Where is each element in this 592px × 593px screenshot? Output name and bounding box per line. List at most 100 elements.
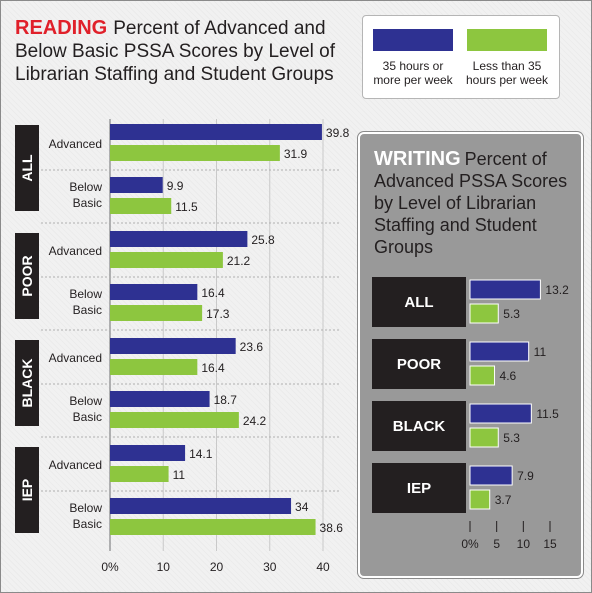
bar-less-than-35 <box>110 252 223 268</box>
x-tick-label: 10 <box>157 560 171 574</box>
group-label-block <box>15 233 39 319</box>
group-label: BLACK <box>393 418 446 435</box>
group-label: POOR <box>397 356 441 373</box>
group-label-block <box>372 463 466 513</box>
bar-35-or-more <box>469 341 530 362</box>
bar-value-label: 4.6 <box>500 369 517 383</box>
bar-35-or-more <box>110 124 322 140</box>
row-label-line1: Below <box>69 394 102 408</box>
group-label: IEP <box>407 480 431 497</box>
reading-title-text: Percent of Advanced and Below Basic PSSA… <box>15 18 335 85</box>
bar-35-or-more <box>110 231 248 247</box>
bar-value-label: 25.8 <box>251 233 275 247</box>
row-label-line2: Basic <box>73 410 102 424</box>
bar-35-or-more <box>469 279 541 300</box>
legend-label-line2: more per week <box>373 73 453 87</box>
bar-value-label: 14.1 <box>189 447 213 461</box>
x-tick-label: 10 <box>517 537 531 551</box>
writing-bar-chart: ALL 13.2 5.3 POOR 11 4.6 BLACK 11.5 5.3 IEP 7.9 3.7… <box>372 277 569 551</box>
bar-35-or-more <box>469 465 513 486</box>
writing-chart-title: WRITING Percent of Advanced PSSA Scores b… <box>374 148 574 258</box>
group-label-block <box>372 339 466 389</box>
x-tick-label: 40 <box>316 560 330 574</box>
reading-word: READING <box>15 17 108 39</box>
x-tick-label: 20 <box>210 560 224 574</box>
bar-35-or-more <box>110 445 186 461</box>
bar-value-label: 9.9 <box>167 179 184 193</box>
group-label-block <box>372 277 466 327</box>
legend-label-line1: 35 hours or <box>382 59 444 73</box>
legend: 35 hours or more per week Less than 35 h… <box>362 15 560 99</box>
legend-label-line1: Less than 35 <box>472 59 542 73</box>
bar-35-or-more <box>110 338 236 354</box>
group-label: ALL <box>19 154 35 182</box>
legend-swatch-green <box>467 29 547 51</box>
row-label-line2: Basic <box>73 303 102 317</box>
bar-35-or-more <box>110 498 292 514</box>
legend-item-less-than-35: Less than 35 hours per week <box>465 29 549 87</box>
bar-value-label: 18.7 <box>214 393 238 407</box>
bar-value-label: 7.9 <box>517 469 534 483</box>
group-label: IEP <box>19 479 35 502</box>
bar-value-label: 21.2 <box>227 254 251 268</box>
bar-value-label: 5.3 <box>503 307 520 321</box>
bar-value-label: 13.2 <box>545 283 569 297</box>
row-label: Advanced <box>49 137 102 151</box>
legend-label-line2: hours per week <box>465 73 549 87</box>
bar-35-or-more <box>110 391 210 407</box>
bar-value-label: 16.4 <box>201 286 225 300</box>
row-label-line1: Below <box>69 287 102 301</box>
writing-title-text: Percent of Advanced PSSA Scores by Level… <box>374 149 568 257</box>
legend-swatch-navy <box>373 29 453 51</box>
reading-chart-title: READING Percent of Advanced and Below Bas… <box>15 17 360 86</box>
bar-less-than-35 <box>110 519 316 535</box>
row-label-line1: Below <box>69 180 102 194</box>
bar-value-label: 31.9 <box>284 147 308 161</box>
bar-less-than-35 <box>110 359 198 375</box>
row-label: Advanced <box>49 458 102 472</box>
row-label: Advanced <box>49 244 102 258</box>
group-label-block <box>372 401 466 451</box>
group-label-block <box>15 125 39 211</box>
writing-panel: WRITING Percent of Advanced PSSA Scores b… <box>358 132 583 578</box>
row-label: Advanced <box>49 351 102 365</box>
bar-less-than-35 <box>110 198 172 214</box>
x-tick-label: 0% <box>101 560 119 574</box>
bar-value-label: 3.7 <box>495 493 512 507</box>
bar-value-label: 34 <box>295 500 309 514</box>
bar-less-than-35 <box>110 412 239 428</box>
bar-value-label: 24.2 <box>243 414 267 428</box>
bar-value-label: 11.5 <box>536 407 559 421</box>
group-label: POOR <box>19 255 35 296</box>
bar-value-label: 17.3 <box>206 307 230 321</box>
bar-value-label: 38.6 <box>320 521 344 535</box>
x-tick-label: 30 <box>263 560 277 574</box>
row-label-line2: Basic <box>73 517 102 531</box>
bar-value-label: 23.6 <box>240 340 264 354</box>
x-tick-label: 5 <box>493 537 500 551</box>
bar-35-or-more <box>110 177 163 193</box>
row-label-line1: Below <box>69 501 102 515</box>
bar-value-label: 39.8 <box>326 126 350 140</box>
bar-value-label: 11 <box>173 468 186 482</box>
row-label-line2: Basic <box>73 196 102 210</box>
bar-less-than-35 <box>469 303 499 324</box>
bar-less-than-35 <box>469 427 499 448</box>
group-label-block <box>15 340 39 426</box>
legend-item-35-or-more: 35 hours or more per week <box>371 29 455 87</box>
bar-value-label: 16.4 <box>201 361 225 375</box>
x-tick-label: 15 <box>543 537 557 551</box>
bar-less-than-35 <box>110 145 280 161</box>
group-label-block <box>15 447 39 533</box>
group-label: ALL <box>404 294 433 311</box>
group-label: BLACK <box>19 359 35 408</box>
bar-value-label: 11 <box>534 345 547 359</box>
x-tick-label: 0% <box>461 537 479 551</box>
bar-value-label: 5.3 <box>503 431 520 445</box>
bar-35-or-more <box>469 403 532 424</box>
bar-less-than-35 <box>110 305 203 321</box>
bar-less-than-35 <box>469 489 491 510</box>
writing-word: WRITING <box>374 148 461 170</box>
